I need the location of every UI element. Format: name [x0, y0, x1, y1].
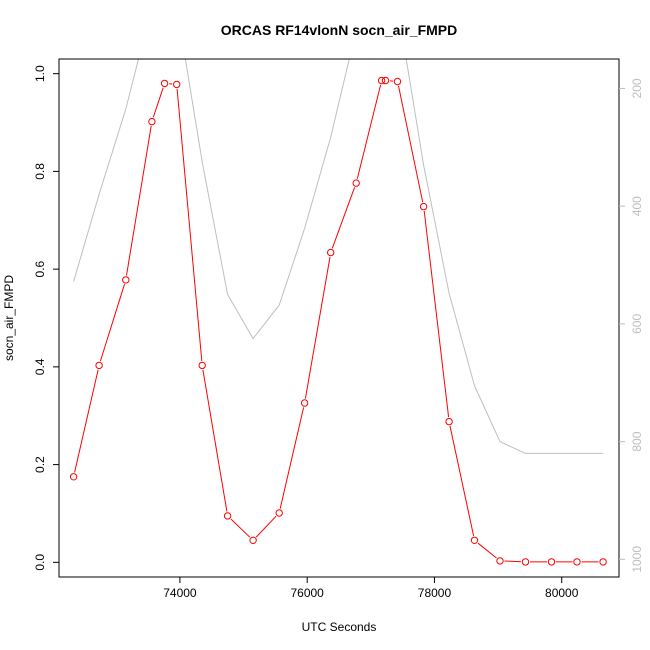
primary-series-segment	[304, 256, 331, 399]
primary-series-point	[300, 399, 309, 407]
x-tick-label: 74000	[163, 586, 197, 600]
primary-series-segment	[477, 542, 497, 559]
x-axis: 74000 76000 78000 80000	[163, 577, 579, 600]
x-tick-label: 78000	[418, 586, 452, 600]
x-axis-label: UTC Seconds	[302, 620, 377, 634]
right-tick-label: 200	[630, 78, 644, 98]
primary-series-point	[173, 80, 181, 89]
primary-series-point	[69, 473, 78, 481]
primary-series-point	[122, 276, 130, 284]
y-tick-label: 1.0	[33, 65, 47, 82]
primary-series-point	[573, 558, 581, 566]
primary-series-segment	[202, 369, 228, 512]
y-tick-label: 0.2	[33, 456, 47, 473]
primary-series-point	[445, 417, 453, 426]
right-tick-label: 1000	[630, 546, 644, 573]
right-axis: 200 400 600 800 1000	[619, 78, 644, 573]
x-tick-label: 76000	[290, 586, 324, 600]
right-tick-label: 400	[630, 196, 644, 216]
primary-series-point	[381, 76, 390, 85]
primary-series-segment	[74, 369, 99, 473]
primary-series-point	[198, 361, 206, 370]
primary-series-segment	[126, 125, 152, 276]
primary-series-segment	[356, 84, 382, 179]
primary-series-segment	[449, 425, 475, 537]
primary-series-segment	[504, 560, 522, 563]
primary-series-point	[275, 509, 283, 517]
y-tick-label: 0.0	[33, 554, 47, 571]
primary-series-segment	[230, 518, 251, 538]
primary-series-segment	[255, 515, 277, 538]
primary-series	[69, 76, 607, 566]
primary-series-segment	[331, 187, 356, 249]
right-tick-label: 600	[630, 314, 644, 334]
y-tick-label: 0.6	[33, 260, 47, 277]
primary-series-point	[496, 557, 504, 565]
primary-series-segment	[99, 284, 125, 362]
primary-series-point	[223, 512, 232, 520]
primary-series-point	[470, 536, 479, 544]
y-tick-label: 0.4	[33, 358, 47, 375]
primary-series-point	[377, 76, 386, 85]
primary-series-segment	[398, 85, 424, 203]
primary-series-point	[599, 558, 607, 566]
primary-series-point	[352, 179, 360, 187]
primary-series-segment	[279, 407, 305, 509]
secondary-series	[73, 59, 604, 454]
primary-series-point	[160, 79, 169, 88]
primary-series-segment	[152, 87, 164, 118]
y-axis: 0.0 0.2 0.4 0.6 0.8 1.0	[33, 65, 59, 571]
y-axis-label: socn_air_FMPD	[2, 275, 16, 361]
primary-series-point	[95, 361, 103, 370]
right-tick-label: 800	[630, 431, 644, 451]
primary-series-point	[327, 248, 335, 257]
primary-series-segment	[176, 88, 203, 361]
x-tick-label: 80000	[545, 586, 579, 600]
y-tick-label: 0.8	[33, 163, 47, 180]
primary-series-point	[148, 117, 156, 126]
plot-frame	[58, 58, 620, 578]
primary-series-point	[521, 558, 530, 566]
primary-series-point	[249, 536, 257, 544]
primary-series-point	[419, 202, 428, 211]
secondary-series-line	[73, 59, 604, 454]
primary-series-point	[393, 77, 402, 86]
primary-series-point	[547, 558, 556, 566]
chart-title: ORCAS RF14vlonN socn_air_FMPD	[221, 22, 458, 38]
primary-series-segment	[423, 210, 450, 418]
